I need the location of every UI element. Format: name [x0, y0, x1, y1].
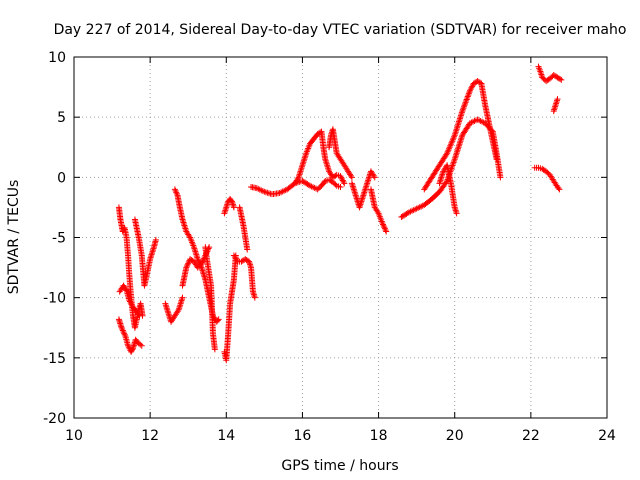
gridlines: [74, 57, 607, 418]
data-point: [460, 103, 467, 110]
data-point: [558, 76, 565, 83]
data-point: [443, 151, 450, 158]
x-tick-label: 10: [65, 428, 83, 444]
data-point: [380, 222, 387, 229]
data-point: [465, 92, 472, 99]
data-point: [136, 312, 143, 319]
chart-title: Day 227 of 2014, Sidereal Day-to-day VTE…: [54, 22, 627, 38]
data-point: [464, 94, 471, 101]
data-point: [214, 317, 221, 324]
data-point: [194, 256, 201, 263]
data-point: [556, 186, 563, 193]
data-point: [462, 100, 469, 107]
data-point: [152, 236, 159, 243]
data-point: [198, 260, 205, 267]
y-tick-label: -20: [43, 411, 66, 427]
data-point: [211, 346, 218, 353]
data-point: [460, 105, 467, 112]
data-point: [493, 156, 500, 163]
data-point: [184, 261, 191, 268]
data-point: [459, 106, 466, 113]
data-point: [371, 174, 378, 181]
data-point: [461, 102, 468, 109]
data-point: [463, 97, 470, 104]
data-point: [118, 324, 125, 331]
data-point: [185, 260, 192, 267]
x-tick-label: 20: [446, 428, 464, 444]
data-point: [119, 326, 126, 333]
x-axis-label: GPS time / hours: [281, 458, 398, 474]
data-point: [381, 224, 388, 231]
data-point: [121, 330, 128, 337]
data-point: [183, 264, 190, 271]
data-point: [459, 108, 466, 115]
data-point: [179, 294, 186, 301]
y-axis-label: SDTVAR / TECUs: [6, 180, 22, 295]
x-tick-label: 22: [522, 428, 540, 444]
data-point: [464, 93, 471, 100]
data-point: [453, 210, 460, 217]
data-point: [462, 99, 469, 106]
data-points: [115, 63, 565, 364]
data-point: [383, 228, 390, 235]
data-point: [557, 76, 564, 83]
data-point: [497, 174, 504, 181]
data-point: [228, 197, 235, 204]
data-point: [129, 346, 136, 353]
data-point: [215, 316, 222, 323]
data-point: [340, 178, 347, 185]
data-point: [122, 286, 129, 293]
data-point: [199, 259, 206, 266]
data-point: [244, 246, 251, 253]
data-point: [348, 174, 355, 181]
axis-ticks: 10 12 14 16 18 20 22 24 -20 -15 -10 -5 0 5 10: [43, 50, 616, 444]
data-point: [195, 257, 202, 264]
data-point: [138, 342, 145, 349]
data-point: [554, 96, 561, 103]
y-tick-label: -5: [52, 231, 66, 247]
y-tick-label: 10: [48, 50, 66, 66]
data-point: [463, 96, 470, 103]
x-tick-label: 14: [217, 428, 235, 444]
data-point: [121, 331, 128, 338]
x-tick-label: 24: [598, 428, 616, 444]
data-point: [135, 311, 142, 318]
y-tick-label: -10: [43, 291, 66, 307]
data-point: [465, 90, 472, 97]
data-point: [466, 89, 473, 96]
x-tick-label: 16: [294, 428, 312, 444]
y-tick-label: 5: [57, 110, 66, 126]
data-point: [251, 294, 258, 301]
data-point: [183, 263, 190, 270]
data-point: [332, 181, 339, 188]
data-point: [120, 328, 127, 335]
data-point: [119, 327, 126, 334]
data-point: [382, 227, 389, 234]
data-point: [555, 185, 562, 192]
data-point: [230, 204, 237, 211]
data-point: [380, 221, 387, 228]
x-tick-label: 18: [370, 428, 388, 444]
data-point: [341, 180, 348, 187]
x-tick-label: 12: [141, 428, 159, 444]
y-tick-label: 0: [57, 170, 66, 186]
data-point: [379, 220, 386, 227]
y-tick-label: -15: [43, 351, 66, 367]
data-point: [381, 225, 388, 232]
data-point: [337, 183, 344, 190]
